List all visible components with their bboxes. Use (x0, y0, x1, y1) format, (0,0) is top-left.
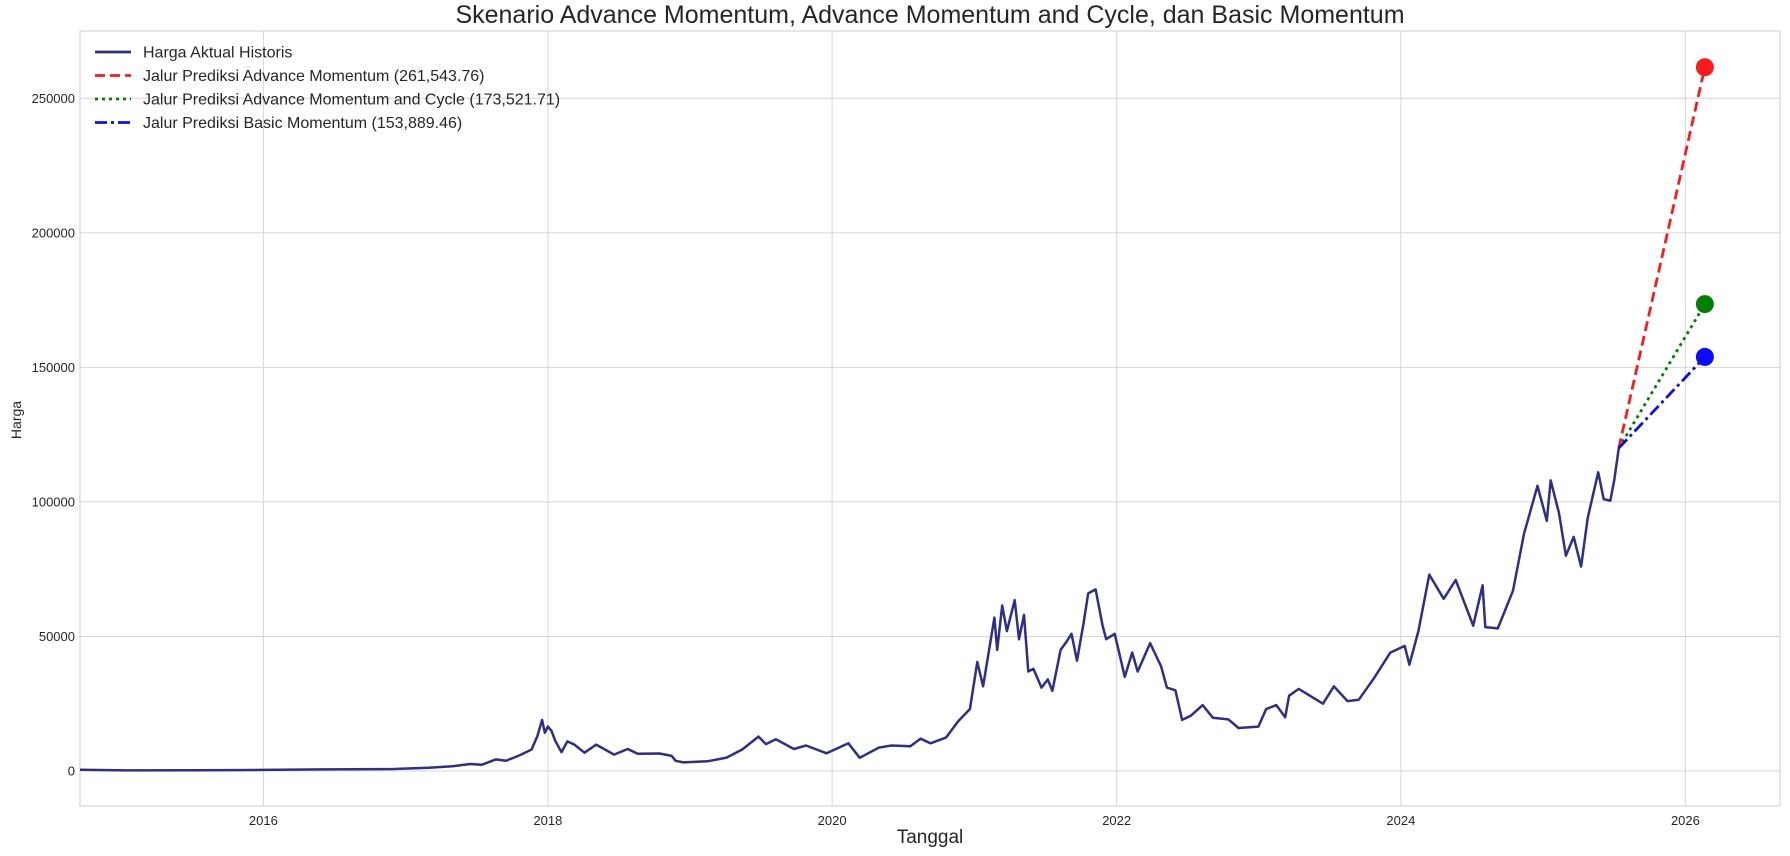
y-axis-label: Harga (8, 401, 24, 439)
y-tick-label: 250000 (32, 91, 75, 106)
x-axis-label: Tanggal (897, 827, 964, 848)
prediction-endpoint-marker (1695, 347, 1714, 366)
y-tick-label: 150000 (32, 360, 75, 375)
y-tick-label: 50000 (39, 629, 75, 644)
legend-entry: Jalur Prediksi Basic Momentum (153,889.4… (143, 115, 462, 132)
y-tick-label: 0 (68, 764, 75, 779)
series-line-prediction-3 (1617, 355, 1706, 450)
legend: Harga Aktual Historis Jalur Prediksi Adva… (95, 45, 560, 132)
legend-entry: Harga Aktual Historis (143, 45, 292, 62)
prediction-endpoint-marker (1695, 58, 1714, 77)
x-tick-label: 2024 (1386, 813, 1415, 828)
x-tick-label: 2016 (249, 813, 278, 828)
chart-title: Skenario Advance Momentum, Advance Momen… (455, 1, 1404, 29)
x-tick-label: 2022 (1102, 813, 1131, 828)
y-tick-label: 100000 (32, 494, 75, 509)
series-line-prediction-1 (1617, 66, 1707, 449)
tick-labels: 2016 2018 2020 2022 2024 2026 0 50000 100000 1500… (32, 91, 1700, 828)
x-tick-label: 2026 (1671, 813, 1700, 828)
prediction-endpoint-marker (1695, 295, 1714, 314)
legend-entry: Jalur Prediksi Advance Momentum (261,543… (143, 68, 485, 85)
legend-entry: Jalur Prediksi Advance Momentum and Cycl… (143, 92, 560, 109)
series-layer (79, 58, 1714, 772)
series-line-historical (79, 447, 1621, 772)
plot-area (79, 30, 1781, 807)
y-tick-label: 200000 (32, 225, 75, 240)
x-tick-label: 2020 (818, 813, 847, 828)
grid-lines (80, 31, 1780, 806)
plot-frame (79, 30, 1781, 807)
x-tick-label: 2018 (533, 813, 562, 828)
